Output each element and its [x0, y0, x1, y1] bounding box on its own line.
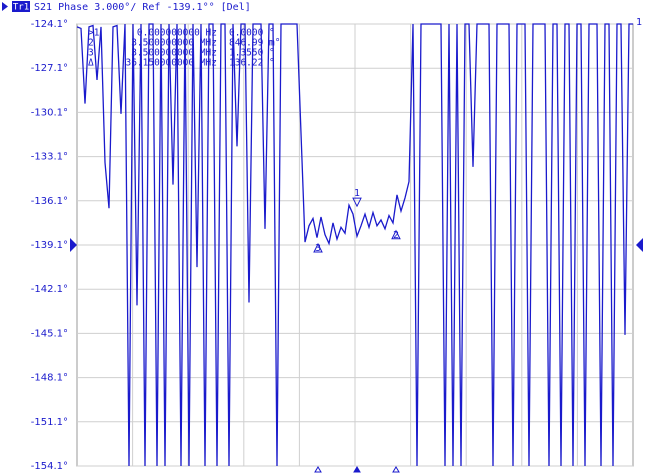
y-tick-label: -130.1°: [31, 107, 68, 118]
ref-arrow-right: [636, 238, 643, 252]
y-tick-label: -127.1°: [31, 63, 68, 74]
marker-table-cell: 846.99 m°: [229, 38, 280, 49]
trace-badge: Tr1: [13, 3, 29, 13]
marker-table-cell: 36.150000000 MHz: [125, 58, 217, 69]
marker-table-cell: >1: [88, 28, 100, 39]
trace-line: [76, 23, 633, 467]
marker-label: 3: [315, 243, 321, 254]
marker-table-cell: 3.500000000 MHz: [131, 48, 217, 59]
active-indicator: [2, 2, 8, 11]
marker-position-tick: [353, 466, 361, 473]
marker-table-cell: 2: [88, 38, 94, 49]
y-tick-label: -151.1°: [31, 417, 68, 428]
y-tick-label: -142.1°: [31, 284, 68, 295]
marker-table: >1 0.000000000 Hz 0.0000 ° 2 3.500000000 MHz…: [88, 28, 280, 69]
marker-table-cell: 1.3550 °: [229, 48, 275, 59]
marker-table-cell: 0.000000000 Hz: [137, 28, 217, 39]
trace-badge-box: [12, 1, 30, 12]
y-tick-label: -154.1°: [31, 461, 68, 472]
marker-position-tick: [392, 466, 400, 473]
y-tick-label: -145.1°: [31, 328, 68, 339]
marker-label: 2: [393, 230, 399, 241]
marker-table-cell: 136.22 °: [229, 58, 275, 69]
marker-table-cell: 3.500000000 MHz: [131, 38, 217, 49]
trace-label: 1: [636, 17, 642, 28]
y-tick-label: -148.1°: [31, 373, 68, 384]
ref-arrow-left: [70, 238, 77, 252]
marker-position-tick: [314, 466, 322, 473]
grid: -124.1° -127.1° -130.1° -133.1° -136.1° -139.…: [31, 19, 633, 472]
y-tick-label: -139.1°: [31, 240, 68, 251]
chart-title: S21 Phase 3.000°/ Ref -139.1°° [Del]: [34, 2, 251, 13]
y-tick-label: -133.1°: [31, 152, 68, 163]
marker-triangle: [391, 229, 401, 240]
marker-table-cell: Δ: [88, 58, 94, 69]
y-tick-label: -136.1°: [31, 196, 68, 207]
marker-label: 1: [354, 188, 360, 199]
marker-triangle: [352, 197, 362, 208]
marker-table-cell: 3: [88, 48, 94, 59]
marker-table-cell: 0.0000 °: [229, 28, 275, 39]
y-tick-label: -124.1°: [31, 19, 68, 30]
marker-triangle: [313, 242, 323, 253]
